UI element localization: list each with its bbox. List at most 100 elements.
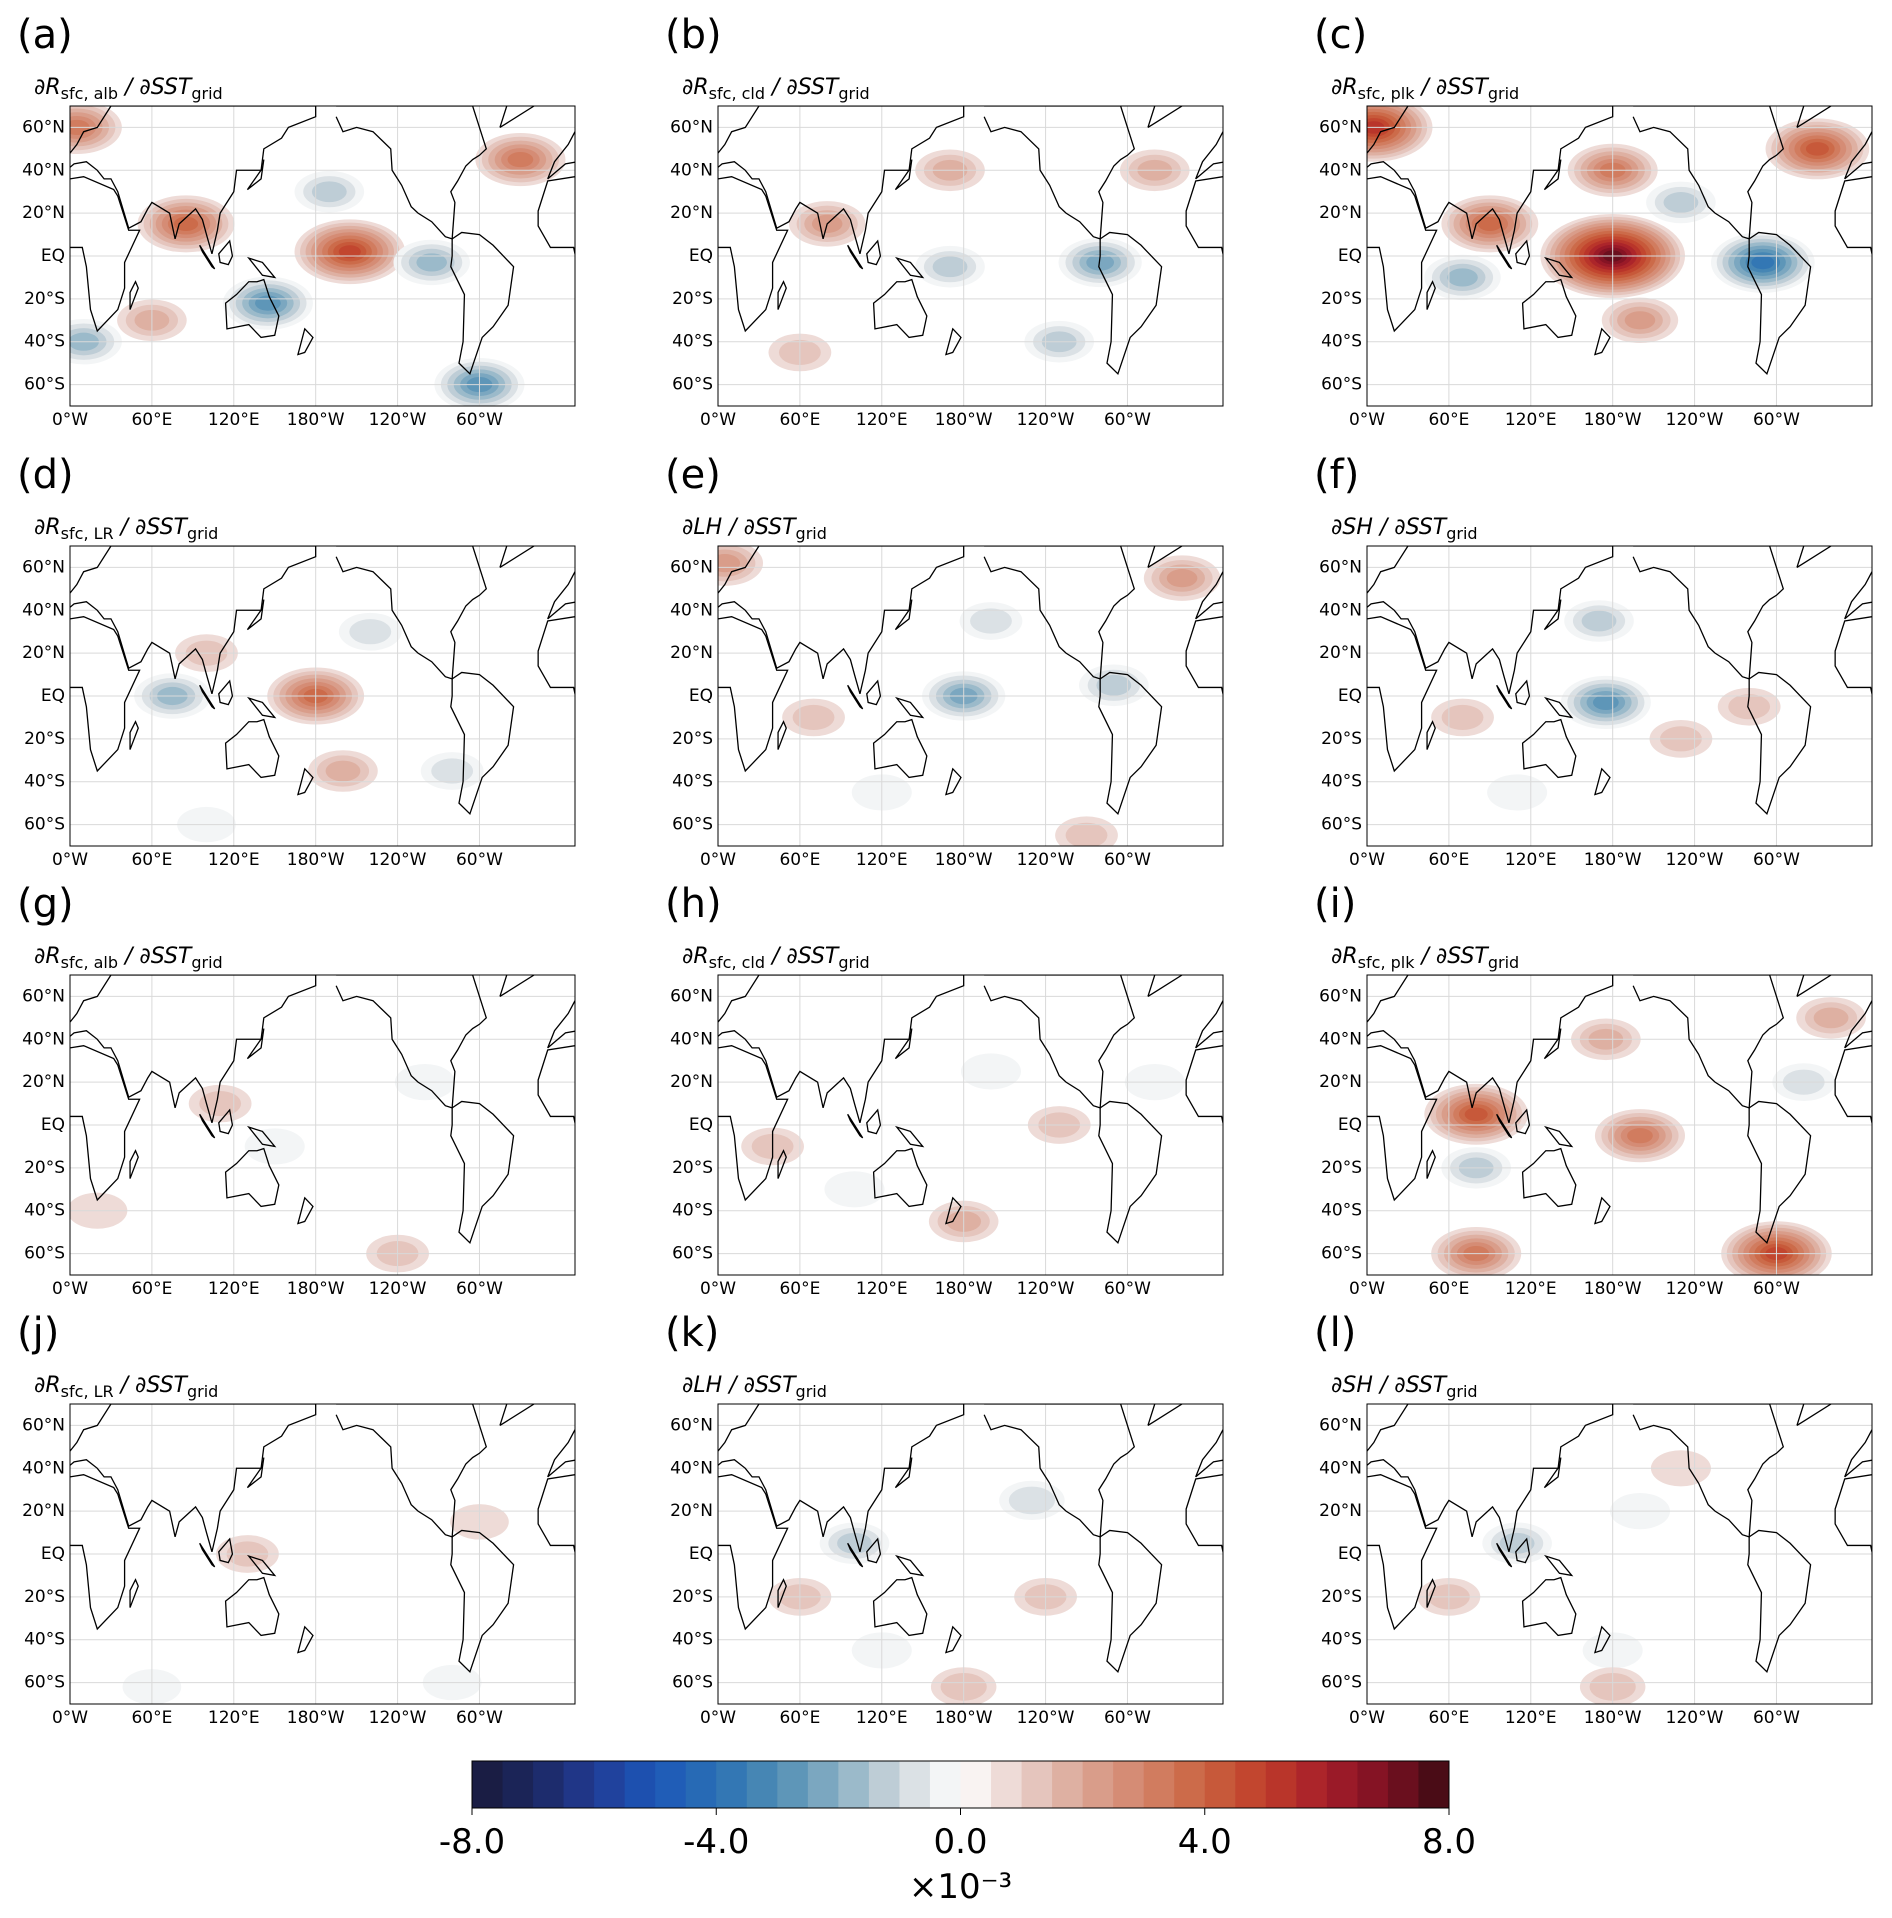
colorbar: -8.0 -4.0 0.0 4.0 8.0 ×10⁻³ [439,1760,1476,1907]
colorbar-bin [1052,1761,1084,1808]
y-tick-label: 60°S [1321,815,1362,835]
x-tick-label: 0°W [52,1279,88,1299]
y-tick-label: 40°N [22,1458,65,1478]
y-tick-label: 40°S [1321,772,1362,792]
map-area [70,546,575,846]
anomaly [1431,1227,1522,1275]
anomaly [1431,698,1494,737]
y-tick-label: 20°N [670,1072,713,1092]
contour-band [431,758,474,784]
map-panel: (h) ∂Rsfc, cld / ∂SSTgrid 0°W 60°E 120°E 180°… [665,881,1224,1299]
x-tick-label: 180°W [935,1279,993,1299]
y-tick-label: 20°S [24,1158,65,1178]
panel-title: ∂Rsfc, cld / ∂SSTgrid [682,944,870,972]
y-tick-label: EQ [41,246,65,266]
y-tick-label: 40°S [672,332,713,352]
contour-band [1096,674,1132,696]
contour-band [507,151,534,168]
x-tick-label: 120°E [1505,1279,1557,1299]
map-frame [69,974,576,1276]
y-tick-label: 40°N [670,160,713,180]
map-panel: (c) ∂Rsfc, plk / ∂SSTgrid 0°W 60°E 120°E 180°… [1314,12,1873,430]
title-text: ∂LH / ∂SST [682,515,797,540]
x-tick-label: 0°W [700,1279,736,1299]
map-panel: (l) ∂SH / ∂SSTgrid 0°W 60°E 120°E 180°W 120°W 6… [1314,1310,1873,1728]
x-tick-label: 180°W [287,1279,345,1299]
y-tick-label: EQ [1338,246,1362,266]
y-tick-label: 40°N [670,1029,713,1049]
x-tick-label: 180°W [1584,1279,1642,1299]
colorbar-bin [685,1761,717,1808]
title-subscript: grid [838,953,869,972]
anomaly [308,750,378,792]
panel-title: ∂Rsfc, LR / ∂SSTgrid [34,515,218,543]
contour-band [960,1053,1021,1090]
x-tick-label: 120°E [1505,410,1557,430]
contour-band [325,760,361,782]
x-tick-label: 60°W [456,410,503,430]
contour-band [349,619,392,645]
map-frame [1366,105,1873,407]
colorbar-bin [1235,1761,1267,1808]
anomaly [915,245,985,288]
x-tick-label: 60°E [779,410,820,430]
title-text: ∂R [34,944,61,969]
x-tick-label: 60°E [1428,410,1469,430]
title-subscript: grid [191,84,222,103]
map-area [718,1404,1223,1704]
title-text: ∂SH / ∂SST [1331,515,1448,540]
title-subscript: grid [1446,1382,1477,1401]
panel-label: (f) [1314,452,1359,498]
title-subscript: grid [187,1382,218,1401]
map-frame [717,1403,1224,1705]
colorbar-bin [1174,1761,1206,1808]
title-text: / ∂SST [765,75,840,100]
y-tick-label: 20°N [1319,1501,1362,1521]
title-text: / ∂SST [118,75,193,100]
y-tick-label: 60°S [1321,1673,1362,1693]
x-tick-label: 180°W [287,850,345,870]
anomaly [1055,816,1118,846]
contour-band [1477,216,1502,231]
x-tick-label: 120°W [369,1279,427,1299]
y-tick-label: 20°S [1321,729,1362,749]
map-area [718,975,1223,1275]
map-panel: (f) ∂SH / ∂SSTgrid 0°W 60°E 120°E 180°W 120°W 6… [1314,452,1873,870]
y-tick-label: 60°N [670,117,713,137]
y-tick-label: EQ [689,1115,713,1135]
y-tick-label: 60°S [672,375,713,395]
map-frame [717,545,1224,847]
title-subscript: sfc, alb [61,84,118,103]
x-tick-label: 120°E [208,1279,260,1299]
colorbar-bin [899,1761,931,1808]
map-frame [69,545,576,847]
map-panel: (k) ∂LH / ∂SSTgrid 0°W 60°E 120°E 180°W 120°W 6… [665,1310,1224,1728]
colorbar-bin [929,1761,961,1808]
x-tick-label: 120°E [856,410,908,430]
y-tick-label: 40°S [24,1201,65,1221]
contour-band [970,608,1012,634]
y-tick-label: 60°N [22,1415,65,1435]
y-tick-label: 60°S [1321,375,1362,395]
contour-band [1592,694,1619,711]
y-tick-label: 60°N [1319,1415,1362,1435]
colorbar-bin [868,1761,900,1808]
x-tick-label: 120°W [1666,1708,1724,1728]
y-tick-label: 20°N [670,1501,713,1521]
y-tick-label: 20°S [1321,289,1362,309]
map-frame [69,1403,576,1705]
x-tick-label: 120°E [1505,850,1557,870]
panel-label: (j) [17,1310,59,1356]
y-tick-label: 40°N [1319,1458,1362,1478]
colorbar-label: ×10⁻³ [909,1867,1012,1907]
x-tick-label: 120°W [1666,1279,1724,1299]
x-tick-label: 120°W [369,850,427,870]
title-subscript: grid [796,1382,827,1401]
panel-label: (h) [665,881,722,927]
anomaly [137,195,235,253]
colorbar-bin [1265,1761,1297,1808]
title-subscript: grid [838,84,869,103]
x-tick-label: 60°W [1104,1708,1151,1728]
y-tick-label: 20°N [1319,643,1362,663]
